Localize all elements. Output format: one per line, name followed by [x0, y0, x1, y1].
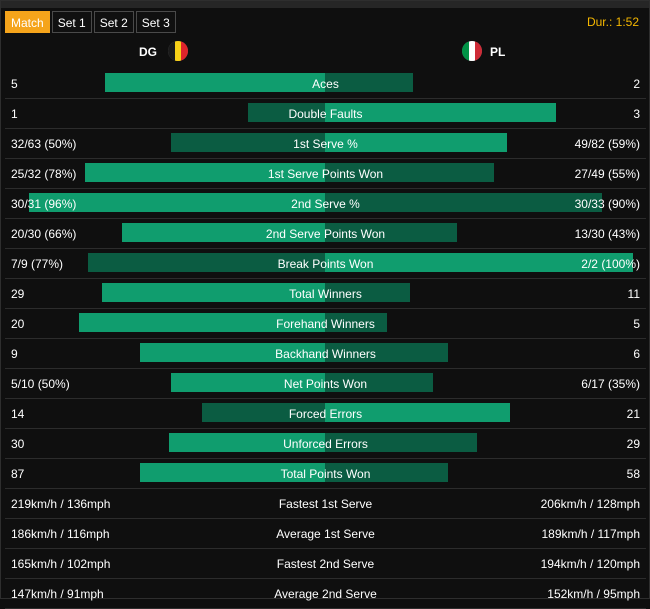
stat-bar-right [325, 343, 448, 362]
stat-row: 5 Aces 2 [5, 69, 646, 99]
stat-right-value: 29 [626, 437, 640, 451]
stat-row: 7/9 (77%) Break Points Won 2/2 (100%) [5, 249, 646, 279]
stat-right-value: 194km/h / 120mph [540, 557, 640, 571]
stat-left-value: 147km/h / 91mph [11, 587, 104, 601]
stat-row: 20 Forehand Winners 5 [5, 309, 646, 339]
stat-right-value: 21 [626, 407, 640, 421]
stat-bar-left [169, 433, 325, 452]
stat-bar-left [105, 73, 325, 92]
stat-left-value: 7/9 (77%) [11, 257, 64, 271]
stat-bar-right [325, 253, 633, 272]
stat-right-value: 49/82 (59%) [574, 137, 640, 151]
stat-right-value: 11 [627, 287, 640, 301]
stat-row: 30 Unforced Errors 29 [5, 429, 646, 459]
stat-bar-left [140, 343, 325, 362]
tab-bar: Match Set 1 Set 2 Set 3 [5, 11, 176, 33]
stat-left-value: 5 [11, 77, 18, 91]
stat-left-value: 29 [11, 287, 25, 301]
stat-bar-right [325, 283, 410, 302]
stat-row: 1 Double Faults 3 [5, 99, 646, 129]
stat-left-value: 14 [11, 407, 25, 421]
match-duration: Dur.: 1:52 [586, 15, 639, 29]
stat-row: 186km/h / 116mph Average 1st Serve 189km/h… [5, 519, 646, 549]
stat-right-value: 6/17 (35%) [581, 377, 640, 391]
stat-bar-right [325, 403, 510, 422]
stat-row: 20/30 (66%) 2nd Serve Points Won 13/30 (43… [5, 219, 646, 249]
stat-right-value: 58 [626, 467, 640, 481]
stat-right-value: 206km/h / 128mph [540, 497, 640, 511]
stat-left-value: 20 [11, 317, 25, 331]
stat-bar-right [325, 463, 448, 482]
stat-row: 165km/h / 102mph Fastest 2nd Serve 194km/h… [5, 549, 646, 579]
stat-bar-left [122, 223, 325, 242]
stat-bar-left [171, 373, 325, 392]
stat-left-value: 20/30 (66%) [11, 227, 77, 241]
tab-match[interactable]: Match [5, 11, 50, 33]
top-strip [1, 1, 649, 8]
stat-left-value: 87 [11, 467, 25, 481]
stat-bar-left [140, 463, 325, 482]
stat-bar-right [325, 103, 556, 122]
players-header: DG PL [1, 37, 649, 67]
stat-bar-right [325, 223, 457, 242]
stat-bar-left [202, 403, 325, 422]
stat-bar-left [88, 253, 325, 272]
stat-left-value: 32/63 (50%) [11, 137, 77, 151]
stat-right-value: 2/2 (100%) [581, 257, 640, 271]
stat-bar-right [325, 313, 387, 332]
stat-left-value: 9 [11, 347, 18, 361]
stat-left-value: 5/10 (50%) [11, 377, 70, 391]
stat-row: 219km/h / 136mph Fastest 1st Serve 206km/h… [5, 489, 646, 519]
stat-row: 29 Total Winners 11 [5, 279, 646, 309]
stat-row: 14 Forced Errors 21 [5, 399, 646, 429]
stat-bar-right [325, 163, 494, 182]
stat-row: 30/31 (96%) 2nd Serve % 30/33 (90%) [5, 189, 646, 219]
stat-bar-right [325, 133, 507, 152]
stat-bar-right [325, 73, 413, 92]
stat-right-value: 27/49 (55%) [574, 167, 640, 181]
player-right-name: PL [490, 45, 506, 59]
stat-right-value: 5 [633, 317, 640, 331]
stat-left-value: 1 [11, 107, 18, 121]
stat-row: 9 Backhand Winners 6 [5, 339, 646, 369]
stat-bar-left [79, 313, 325, 332]
tab-set-3[interactable]: Set 3 [135, 11, 176, 33]
stat-left-value: 30/31 (96%) [11, 197, 77, 211]
tab-set-1[interactable]: Set 1 [51, 11, 92, 33]
stat-right-value: 2 [633, 77, 640, 91]
stat-left-value: 186km/h / 116mph [11, 527, 110, 541]
stat-bar-left [171, 133, 325, 152]
stat-right-value: 3 [633, 107, 640, 121]
stat-right-value: 30/33 (90%) [574, 197, 640, 211]
stat-right-value: 189km/h / 117mph [541, 527, 640, 541]
stats-table: 5 Aces 2 1 Double Faults 3 32/63 (50%) 1st Serv… [5, 69, 646, 609]
stat-left-value: 30 [11, 437, 25, 451]
stat-row: 25/32 (78%) 1st Serve Points Won 27/49 (55… [5, 159, 646, 189]
stat-bar-right [325, 193, 602, 212]
tab-set-2[interactable]: Set 2 [93, 11, 134, 33]
stat-bar-right [325, 373, 433, 392]
stat-right-value: 13/30 (43%) [574, 227, 640, 241]
stat-row: 32/63 (50%) 1st Serve % 49/82 (59%) [5, 129, 646, 159]
stat-row: 147km/h / 91mph Average 2nd Serve 152km/h … [5, 579, 646, 609]
stat-right-value: 152km/h / 95mph [547, 587, 640, 601]
stat-left-value: 219km/h / 136mph [11, 497, 111, 511]
stat-left-value: 25/32 (78%) [11, 167, 77, 181]
stat-bar-left [29, 193, 325, 212]
stat-row: 87 Total Points Won 58 [5, 459, 646, 489]
belgium-flag-icon [168, 41, 188, 61]
stat-bar-right [325, 433, 477, 452]
stat-row: 5/10 (50%) Net Points Won 6/17 (35%) [5, 369, 646, 399]
stat-right-value: 6 [633, 347, 640, 361]
stat-left-value: 165km/h / 102mph [11, 557, 111, 571]
player-left-name: DG [139, 45, 157, 59]
stat-bar-left [248, 103, 325, 122]
stat-bar-left [85, 163, 325, 182]
stat-bar-left [102, 283, 325, 302]
italy-flag-icon [462, 41, 482, 61]
